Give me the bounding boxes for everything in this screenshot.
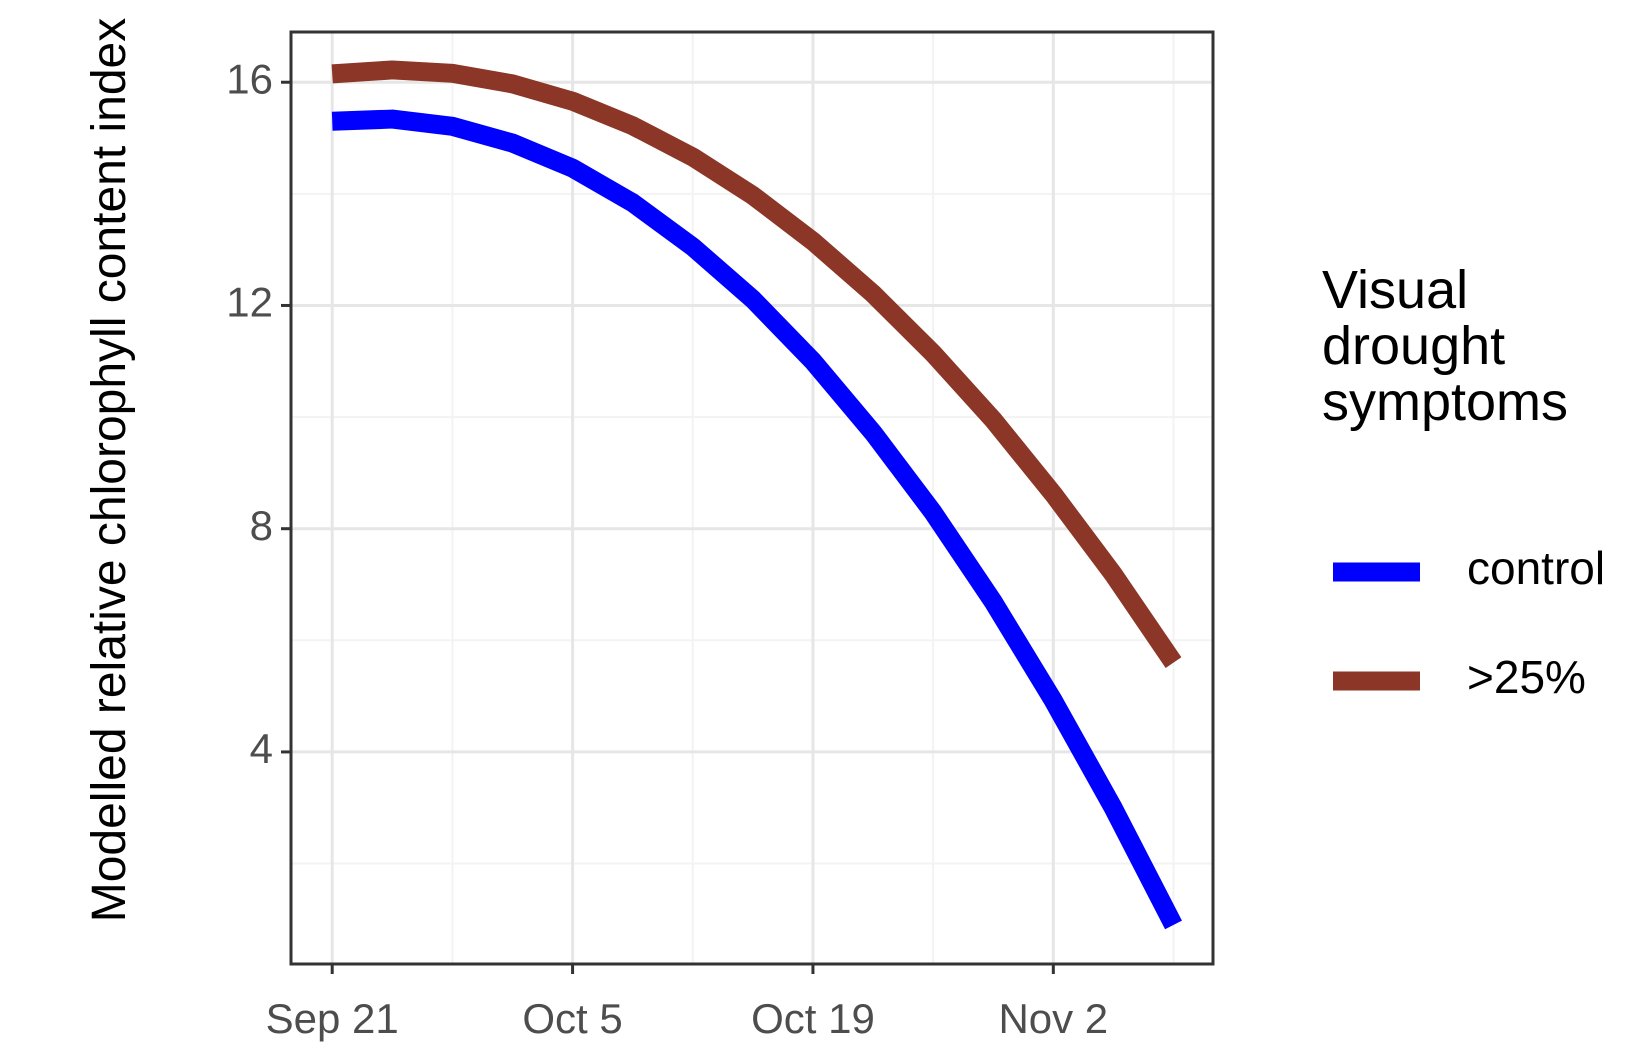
y-tick-label: 8 — [250, 502, 273, 549]
y-axis-title: Modelled relative chlorophyll content in… — [83, 17, 136, 923]
legend-title: Visual drought symptoms — [1322, 260, 1569, 432]
x-tick-label: Oct 19 — [751, 995, 875, 1042]
y-tick-label: 12 — [226, 279, 273, 326]
x-tick-label: Nov 2 — [998, 995, 1108, 1042]
legend-label: >25% — [1467, 651, 1586, 703]
y-tick-label: 4 — [250, 725, 273, 772]
y-tick-label: 16 — [226, 55, 273, 102]
panel-border — [289, 30, 1215, 966]
line — [331, 60, 1182, 668]
x-tick-label: Sep 21 — [266, 995, 399, 1042]
line — [331, 109, 1182, 930]
x-tick-label: Oct 5 — [522, 995, 622, 1042]
legend-label: control — [1467, 542, 1605, 594]
